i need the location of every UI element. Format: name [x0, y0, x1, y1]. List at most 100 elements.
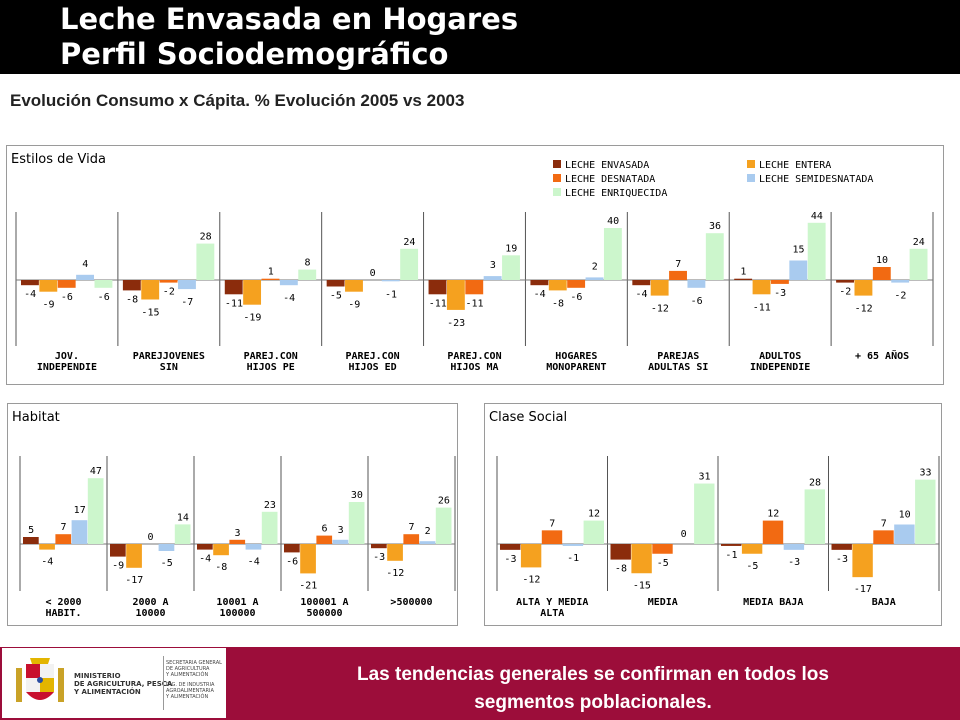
legend-swatch — [553, 174, 561, 182]
bar — [57, 280, 76, 288]
data-label: -4 — [534, 289, 546, 300]
data-label: -5 — [746, 561, 758, 572]
bar — [852, 544, 873, 578]
footer-message-line1: Las tendencias generales se confirman en… — [357, 664, 829, 685]
category-label: 10000 — [135, 608, 165, 619]
bar — [158, 544, 175, 551]
bar — [300, 544, 316, 574]
bar — [891, 280, 910, 283]
bar — [400, 248, 419, 280]
data-label: -8 — [126, 294, 138, 305]
logo-small-line: AGROALIMENTARIA — [166, 688, 214, 694]
bar — [419, 541, 436, 544]
logo-small-line: DE AGRICULTURA — [166, 666, 210, 672]
data-label: 17 — [74, 505, 86, 516]
category-label: SIN — [160, 362, 178, 373]
bar — [279, 280, 298, 286]
category-label: PAREJ.CON — [346, 351, 400, 362]
chart-title: Clase Social — [489, 410, 567, 425]
data-label: -2 — [839, 287, 851, 298]
data-label: 1 — [740, 267, 746, 278]
bar — [694, 483, 715, 544]
legend-swatch — [747, 160, 755, 168]
bar — [631, 544, 652, 574]
legend-label: LECHE ENRIQUECIDA — [565, 188, 667, 199]
bar — [687, 280, 706, 288]
bar — [298, 269, 317, 280]
category-label: INDEPENDIE — [37, 362, 97, 373]
bar — [224, 280, 243, 295]
data-label: 3 — [234, 528, 240, 539]
bar — [562, 544, 584, 546]
bar — [741, 544, 763, 554]
bar — [603, 228, 622, 280]
data-label: 7 — [881, 518, 887, 529]
data-label: 8 — [304, 258, 310, 269]
bar — [783, 544, 805, 550]
legend-label: LECHE DESNATADA — [565, 174, 655, 185]
bar — [316, 535, 333, 544]
bar — [345, 280, 363, 292]
category-label: MEDIA BAJA — [743, 597, 803, 608]
data-label: -4 — [24, 289, 36, 300]
data-label: -2 — [163, 287, 175, 298]
category-label: ALTA — [540, 608, 564, 619]
bar — [548, 280, 567, 291]
data-label: -15 — [633, 580, 651, 591]
ministry-logo: MINISTERIO DE AGRICULTURA, PESCA Y ALIME… — [2, 648, 226, 718]
bar — [243, 280, 262, 305]
bar — [428, 280, 447, 295]
data-label: -1 — [725, 550, 737, 561]
data-label: -11 — [225, 298, 243, 309]
data-label: -15 — [141, 308, 159, 319]
bar — [872, 267, 891, 280]
data-label: 7 — [60, 522, 66, 533]
data-label: -6 — [570, 292, 582, 303]
bar — [610, 544, 631, 560]
data-label: 3 — [338, 525, 344, 536]
data-label: 3 — [490, 260, 496, 271]
bar — [762, 520, 784, 544]
footer-message-line2: segmentos poblacionales. — [474, 692, 712, 713]
data-label: 12 — [767, 509, 779, 520]
data-label: 24 — [403, 237, 415, 248]
bar — [804, 489, 825, 544]
bar — [567, 280, 586, 288]
bar — [807, 222, 826, 280]
data-label: -11 — [753, 302, 771, 313]
data-label: -11 — [429, 298, 447, 309]
bar — [483, 276, 502, 280]
data-label: 2 — [592, 261, 598, 272]
data-label: 12 — [588, 509, 600, 520]
data-label: 33 — [920, 468, 932, 479]
category-label: HOGARES — [555, 351, 597, 362]
category-label: BAJA — [872, 597, 896, 608]
category-label: HIJOS PE — [247, 362, 295, 373]
data-label: -8 — [615, 564, 627, 575]
chart-title: Estilos de Vida — [11, 152, 106, 167]
data-label: 6 — [321, 524, 327, 535]
data-label: -4 — [283, 293, 295, 304]
data-label: -3 — [788, 557, 800, 568]
data-label: 7 — [408, 522, 414, 533]
data-label: -12 — [855, 304, 873, 315]
data-label: -6 — [691, 296, 703, 307]
bar — [465, 280, 484, 295]
bar — [141, 280, 160, 300]
data-label: -8 — [215, 562, 227, 573]
category-label: 100000 — [219, 608, 255, 619]
category-label: ALTA Y MEDIA — [516, 597, 588, 608]
bar — [770, 280, 789, 284]
category-label: INDEPENDIE — [750, 362, 810, 373]
bar — [530, 280, 549, 286]
data-label: -21 — [299, 580, 317, 591]
page-subtitle-heading: Perfil Sociodemográfico — [60, 37, 449, 71]
data-label: -11 — [465, 298, 483, 309]
data-label: -1 — [385, 289, 397, 300]
data-label: 36 — [709, 221, 721, 232]
data-label: 1 — [268, 267, 274, 278]
bar — [178, 280, 196, 290]
bar — [446, 280, 465, 310]
bar — [284, 544, 300, 553]
